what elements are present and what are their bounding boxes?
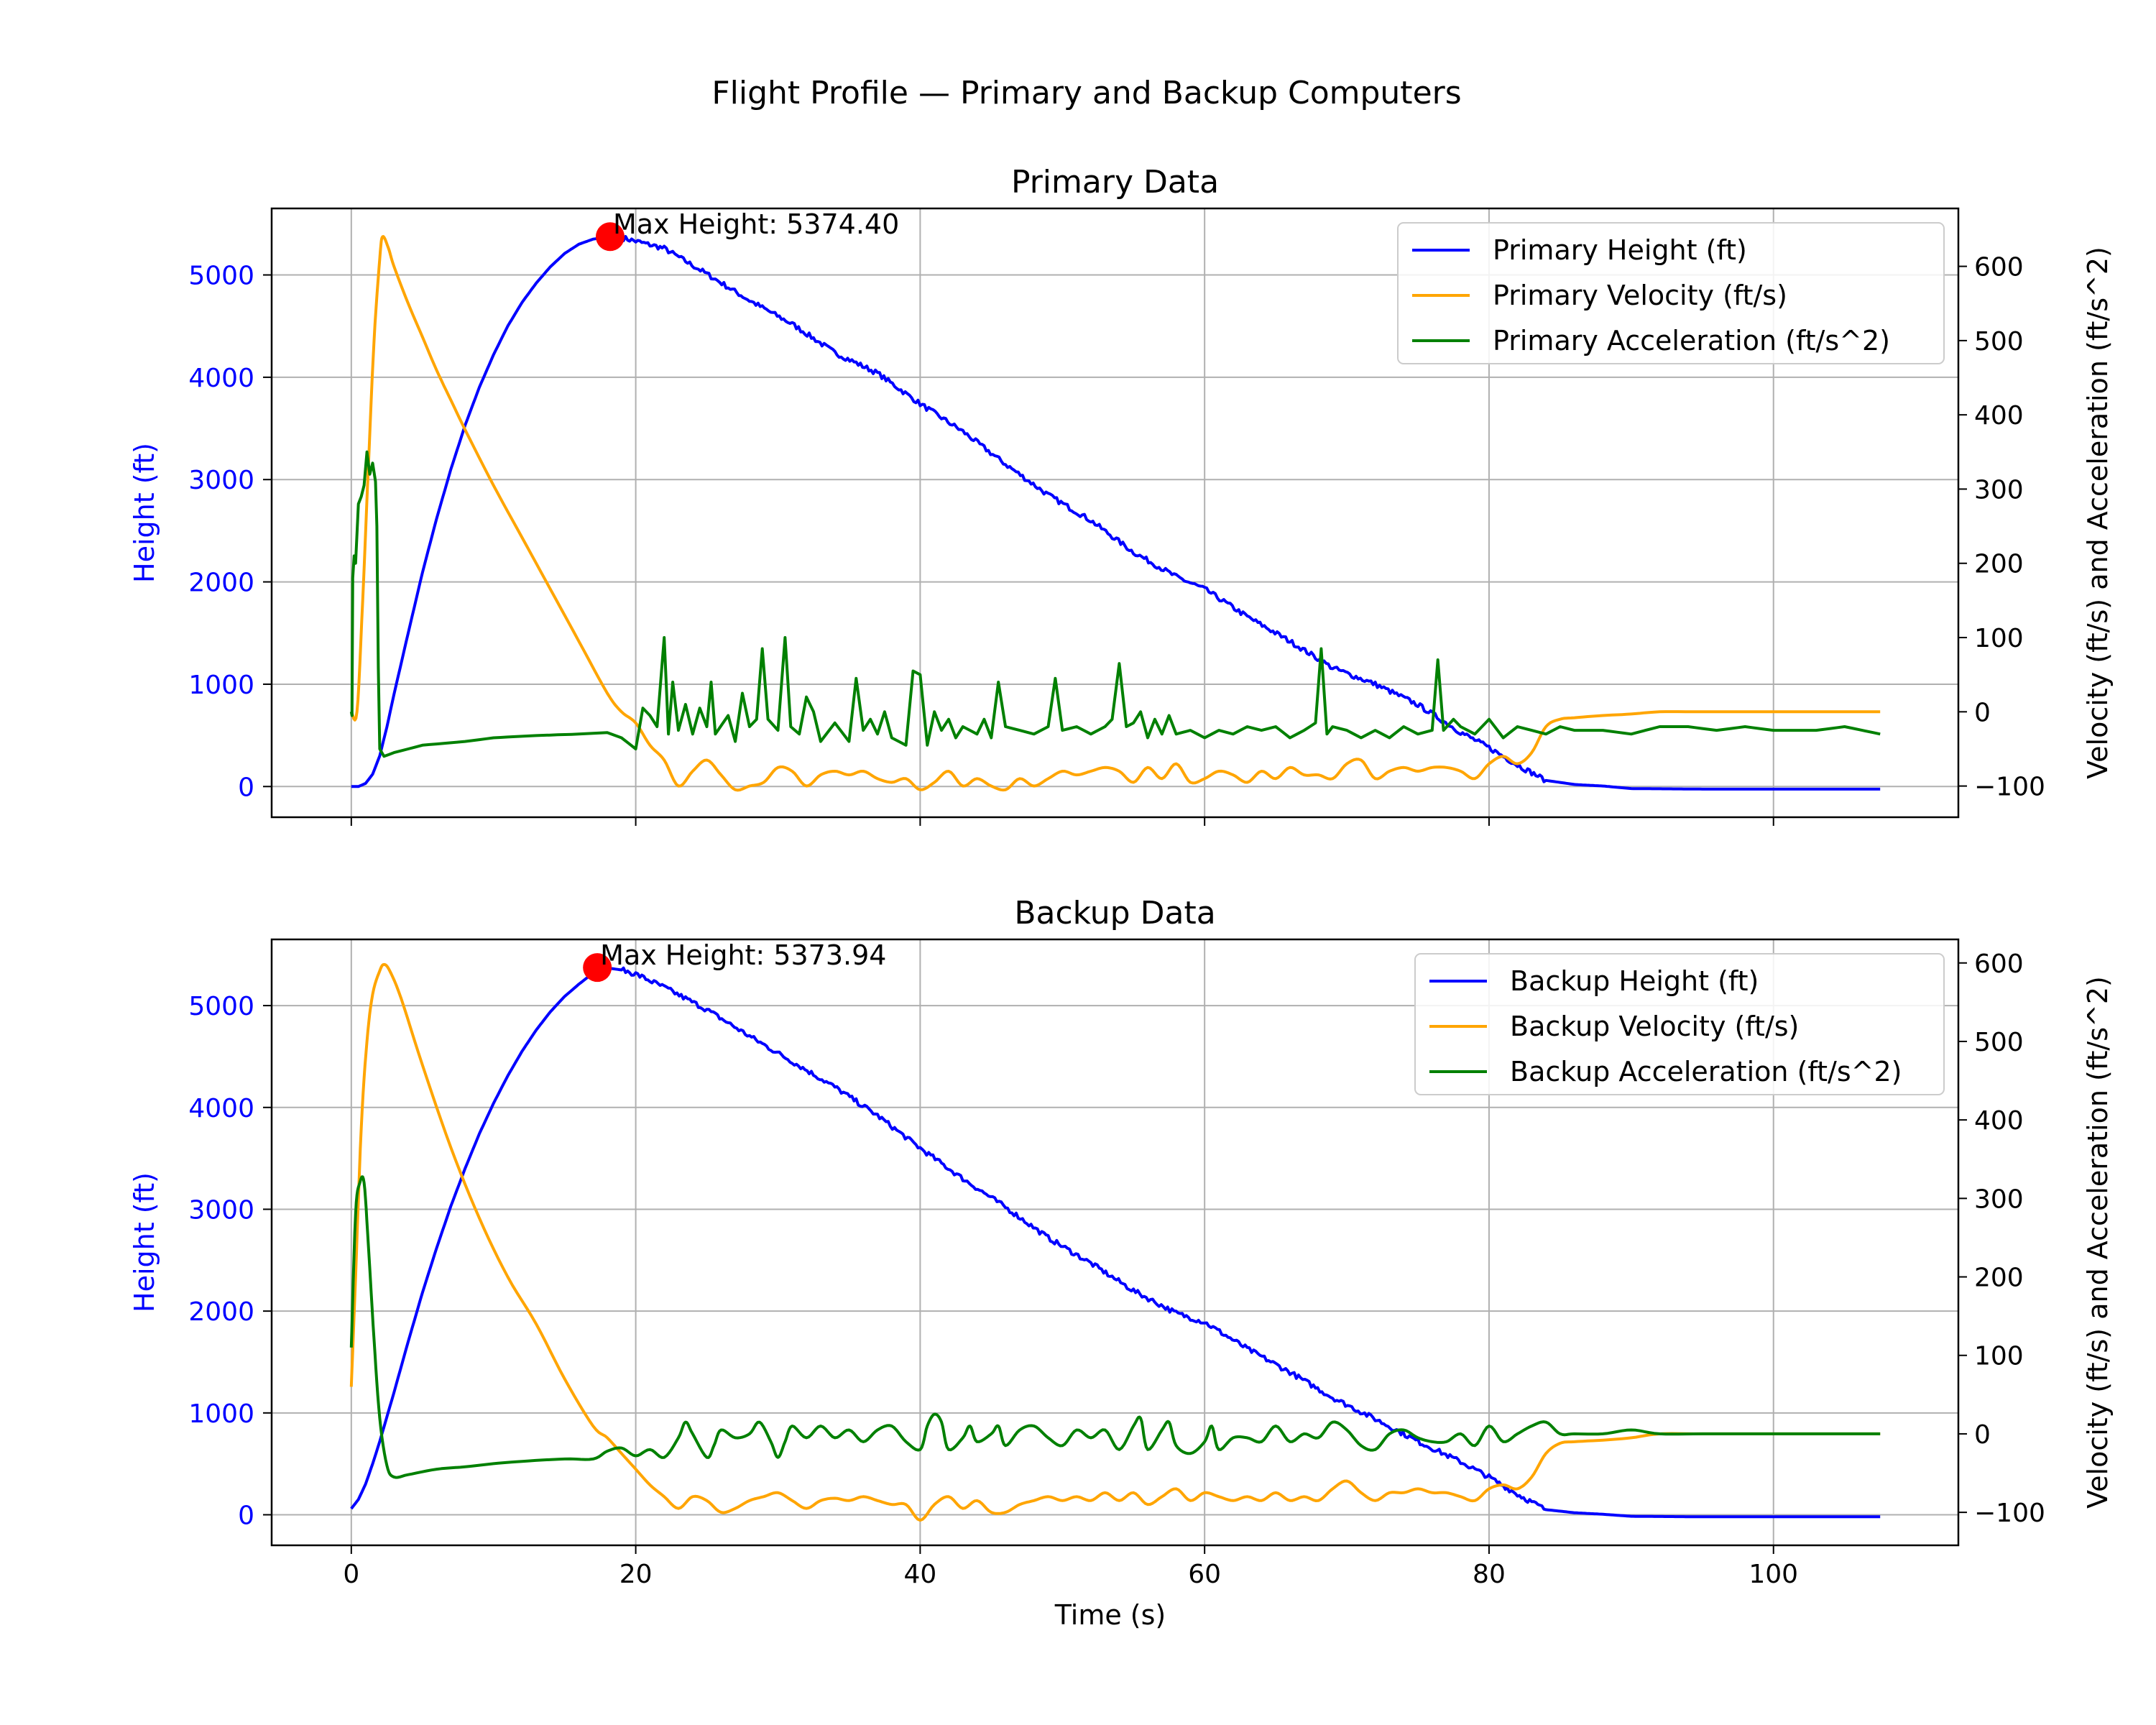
panel-title: Backup Data [1014, 895, 1215, 932]
x-tick-label: 100 [1749, 1560, 1798, 1589]
x-tick-label: 40 [903, 1560, 936, 1589]
y-tick-label: 5000 [188, 262, 254, 291]
y2-tick-label: 200 [1974, 550, 2024, 579]
y-tick-label: 5000 [188, 992, 254, 1021]
y2-tick-label: −100 [1974, 773, 2045, 802]
series-line-acceleration [349, 450, 1881, 758]
panel-title: Primary Data [1011, 164, 1219, 201]
max-height-annotation: Max Height: 5373.94 [600, 939, 886, 971]
y2-tick-label: 0 [1974, 1420, 1991, 1450]
y2-axis-label: Velocity (ft/s) and Acceleration (ft/s^2… [2082, 247, 2114, 779]
legend-box [1397, 222, 1945, 364]
y-axis-label: Height (ft) [129, 443, 160, 583]
max-height-annotation: Max Height: 5374.40 [613, 208, 899, 240]
y2-tick-label: 300 [1974, 1184, 2024, 1214]
legend-entry: Primary Acceleration (ft/s^2) [1493, 325, 1890, 356]
y2-tick-label: 600 [1974, 253, 2024, 282]
legend-entry: Backup Height (ft) [1510, 965, 1759, 997]
series-line-velocity [350, 235, 1881, 792]
y-axis-label: Height (ft) [129, 1172, 160, 1312]
y2-axis-label: Velocity (ft/s) and Acceleration (ft/s^2… [2082, 976, 2114, 1509]
max-height-marker [595, 222, 625, 252]
legend-entry: Primary Height (ft) [1493, 234, 1747, 266]
y-tick-label: 0 [238, 1501, 254, 1530]
y-tick-label: 2000 [188, 1297, 254, 1327]
y2-tick-label: 100 [1974, 1342, 2024, 1371]
legend-entry: Backup Acceleration (ft/s^2) [1510, 1056, 1902, 1087]
legend-entry: Primary Velocity (ft/s) [1493, 280, 1787, 311]
y2-tick-label: 500 [1974, 1028, 2024, 1057]
legend: Backup Height (ft) Backup Velocity (ft/s)… [1414, 953, 1945, 1095]
y2-tick-label: 200 [1974, 1264, 2024, 1293]
y2-tick-label: −100 [1974, 1499, 2045, 1528]
y2-tick-label: 0 [1974, 698, 1991, 727]
y-tick-label: 3000 [188, 466, 254, 495]
y-tick-label: 3000 [188, 1195, 254, 1225]
y2-tick-label: 500 [1974, 327, 2024, 356]
figure-title: Flight Profile — Primary and Backup Comp… [711, 75, 1461, 111]
y2-tick-label: 300 [1974, 475, 2024, 505]
axes-frame [270, 938, 1960, 1547]
y2-tick-label: 400 [1974, 1106, 2024, 1136]
y2-tick-label: 600 [1974, 949, 2024, 979]
x-axis-label: Time (s) [1054, 1599, 1166, 1631]
y2-tick-label: 100 [1974, 624, 2024, 653]
x-tick-label: 60 [1188, 1560, 1221, 1589]
legend-entry: Backup Velocity (ft/s) [1510, 1011, 1799, 1042]
y-tick-label: 4000 [188, 364, 254, 393]
x-tick-label: 80 [1473, 1560, 1506, 1589]
x-tick-label: 0 [343, 1560, 359, 1589]
y-tick-label: 4000 [188, 1094, 254, 1123]
y-tick-label: 1000 [188, 1399, 254, 1429]
y-tick-label: 1000 [188, 671, 254, 700]
plot-area [349, 235, 1881, 792]
legend: Primary Height (ft) Primary Velocity (ft/… [1397, 222, 1945, 364]
y-tick-label: 0 [238, 773, 254, 802]
axes-frame [270, 207, 1960, 819]
series-line-height [351, 235, 1881, 791]
series-line-acceleration [349, 1175, 1881, 1479]
series-line-velocity [349, 962, 1881, 1522]
legend-box [1414, 953, 1945, 1095]
y2-tick-label: 400 [1974, 401, 2024, 431]
max-height-marker [583, 953, 612, 983]
x-tick-label: 20 [619, 1560, 653, 1589]
y-tick-label: 2000 [188, 569, 254, 598]
backup-data-panel: Backup Data Max Height: 5373.94 0 20 40 60 80 1… [129, 895, 2114, 1589]
